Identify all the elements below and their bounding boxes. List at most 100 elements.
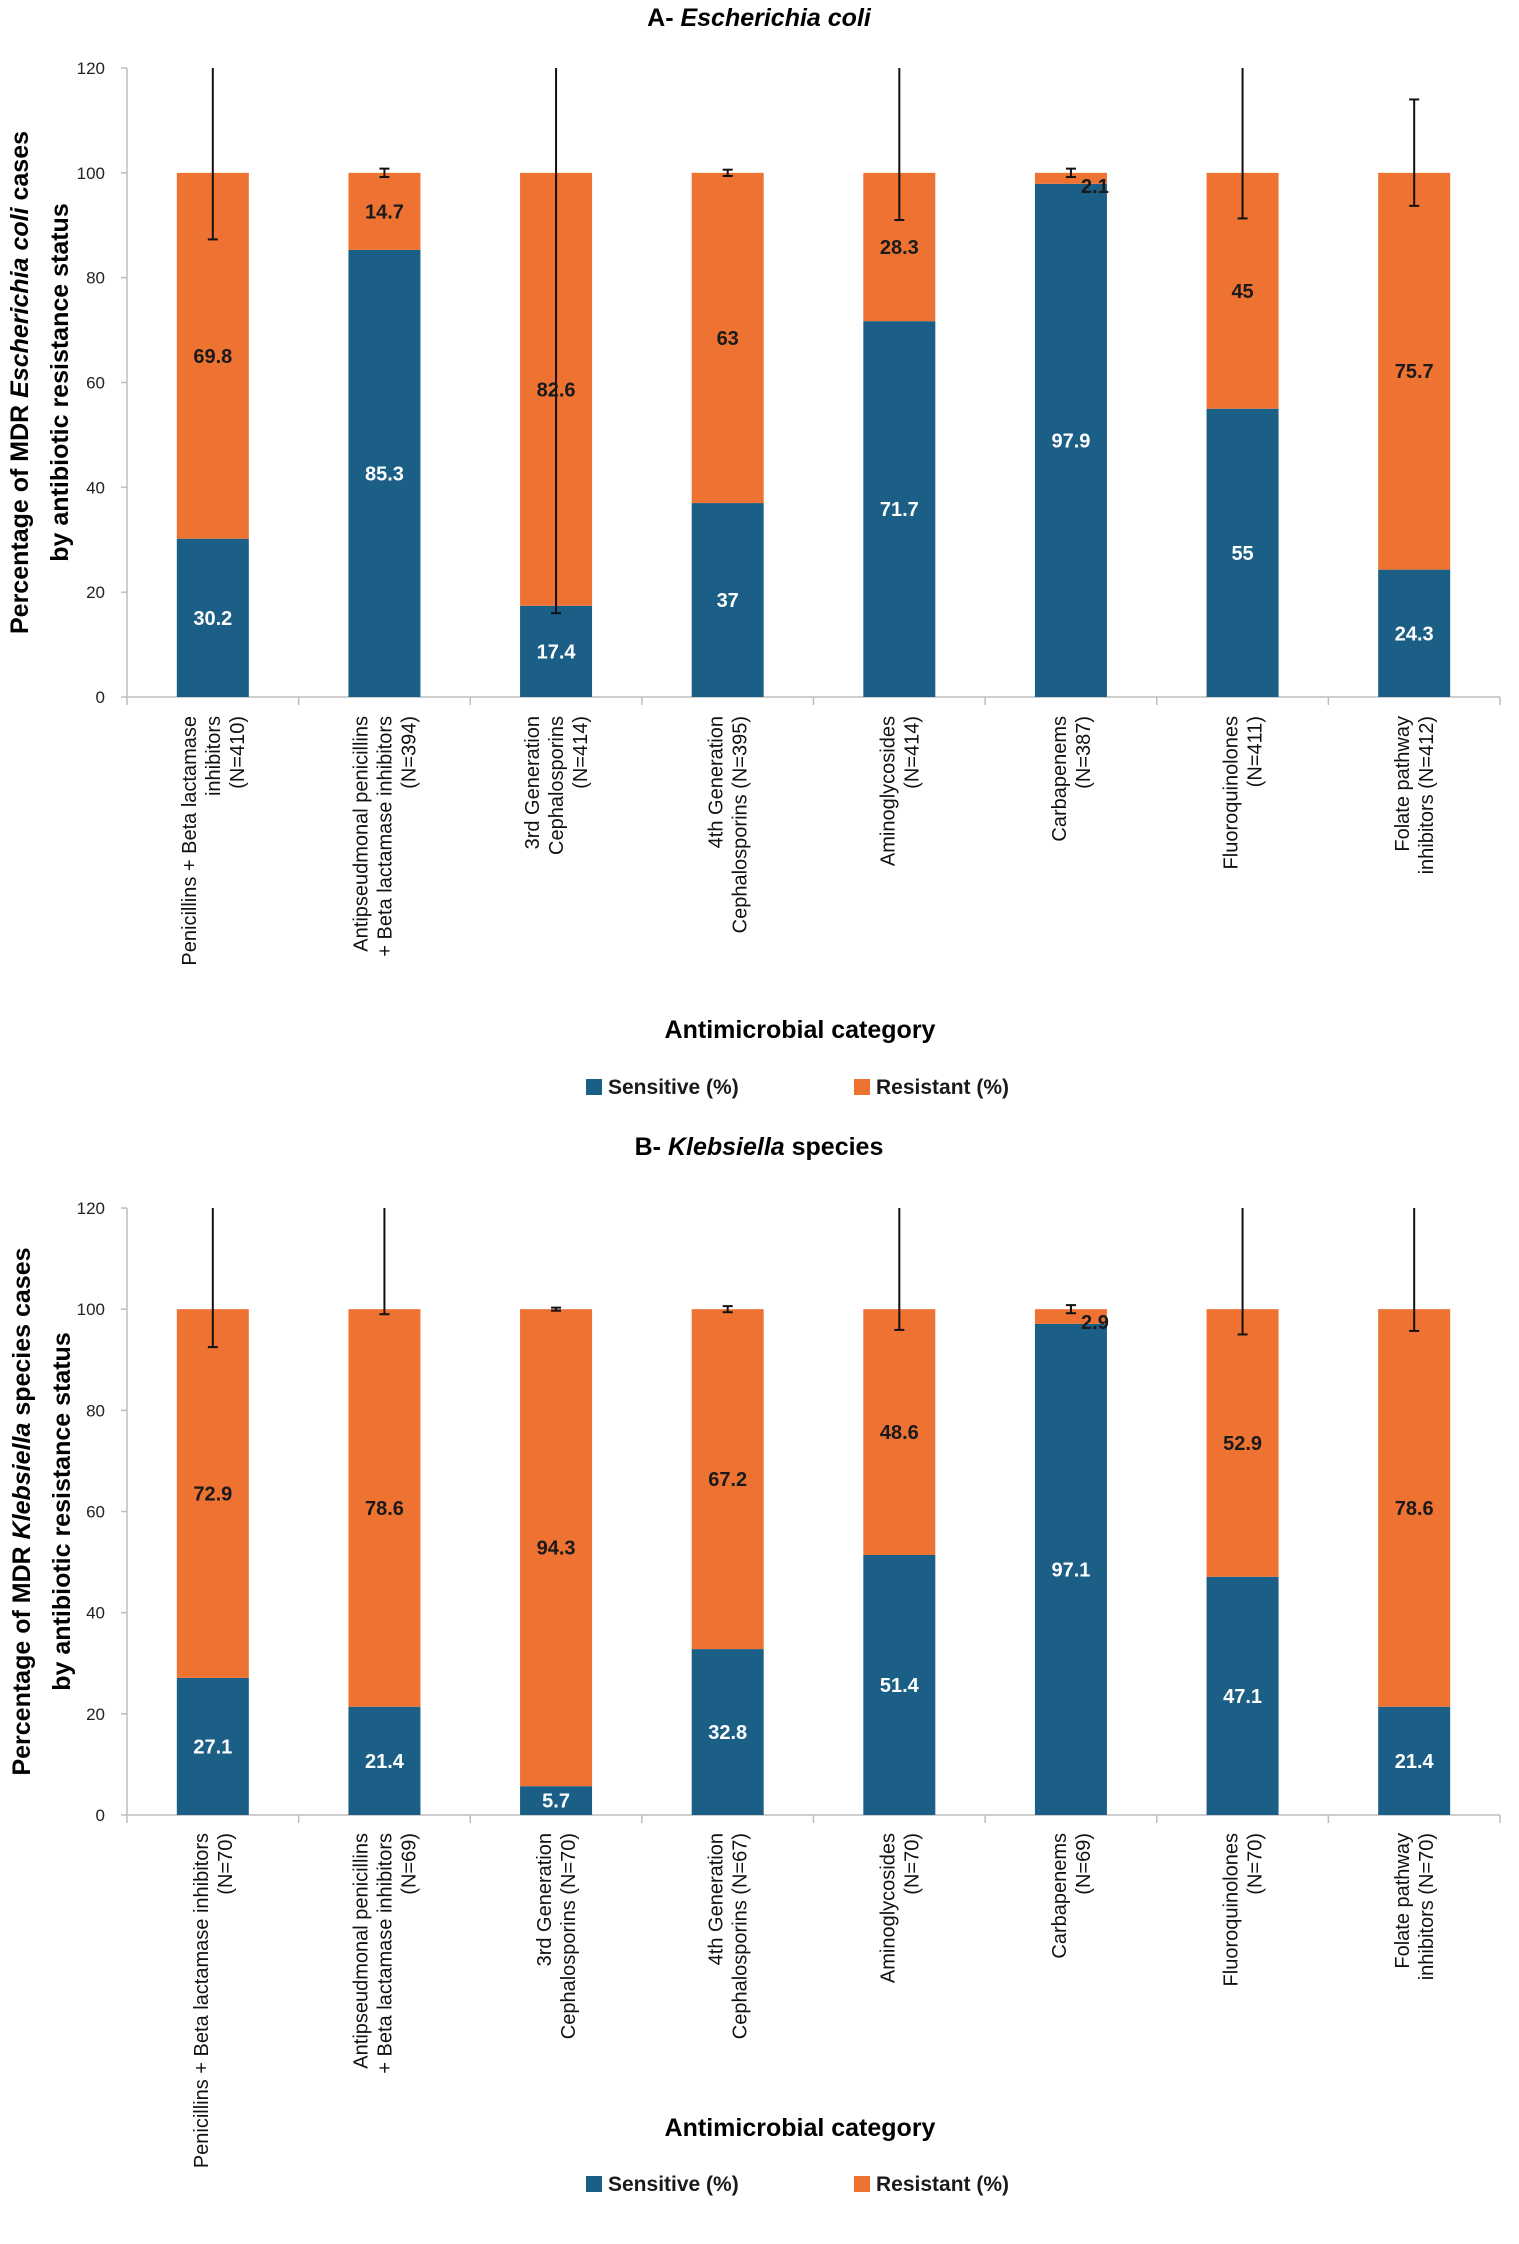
panel-b-category-line: Fluoroquinolones [1221,1833,1243,1986]
panel-a-legend-swatch-sensitive [586,1079,602,1095]
panel-a-label-sensitive-7: 55 [1231,543,1253,565]
panel-a-bar-resistant-2 [348,172,421,250]
panel-b-label-sensitive-8: 21.4 [1395,1751,1435,1773]
panel-b-label-sensitive-2: 21.4 [365,1751,405,1773]
panel-a-bar-resistant-8 [1378,172,1451,570]
panel-a-category-line: Folate pathway [1392,716,1414,852]
panel-a-category-line: Aminoglycosides [877,716,899,866]
panel-b-category-line: inhibitors (N=70) [1416,1833,1438,1980]
panel-a-label-resistant-7: 45 [1231,281,1253,303]
panel-b-category-label-2: Antipseudmonal penicillins + Beta lactama… [350,1833,420,2074]
panel-a-category-line: Cephalosporins (N=395) [730,716,752,933]
panel-b-label-sensitive-3: 5.7 [542,1791,570,1813]
panel-a-title: A- Escherichia coli [647,4,872,32]
panel-b-bar-resistant-3 [520,1309,593,1787]
panel-b-bar-sensitive-3 [520,1786,593,1815]
panel-b-category-label-4: 4th Generation Cephalosporins (N=67) [706,1833,752,2039]
panel-a-category-line: 3rd Generation [522,716,544,849]
panel-b-category-line: 4th Generation [706,1833,728,1965]
panel-b-bar-resistant-4 [691,1309,764,1650]
panel-b-category-label-6: Carbapenems (N=69) [1049,1833,1095,1959]
panel-b-category-label-7: Fluoroquinolones (N=70) [1221,1833,1267,1986]
panel-a-label-sensitive-8: 24.3 [1395,623,1434,645]
panel-a-category-line: (N=394) [398,716,420,789]
panel-b-label-sensitive-1: 27.1 [193,1736,232,1758]
panel-b-bar-resistant-7 [1206,1309,1279,1577]
panel-a-category-line: + Beta lactamase inhibitors [374,716,396,957]
panel-a-category-line: Cephalosporins [546,716,568,855]
panel-a-ytick-label: 0 [96,688,105,707]
panel-a-bar-resistant-6 [1034,172,1107,184]
panel-b-label-resistant-6: 2.9 [1081,1312,1109,1334]
panel-b-category-line: 3rd Generation [534,1833,556,1966]
panel-a-category-line: Carbapenems [1049,716,1071,842]
panel-a-category-line: Antipseudmonal penicillins [350,716,372,952]
panel-b-label-resistant-3: 94.3 [537,1538,576,1560]
panel-b-bar-sensitive-8 [1378,1706,1451,1815]
panel-b-category-line: Cephalosporins (N=70) [558,1833,580,2039]
panel-b-category-line: (N=70) [1245,1833,1267,1895]
panel-a-ylabel-line2: by antibiotic resistance status [46,203,74,561]
chart-panel-a: A- Escherichia coli Percentage of MDR Esc… [6,4,1501,1099]
panel-b-bar-sensitive-6 [1034,1323,1107,1815]
panel-b-category-label-5: Aminoglycosides (N=70) [877,1833,923,1983]
panel-a-label-sensitive-3: 17.4 [537,641,577,663]
panel-a-category-line: Fluoroquinolones [1221,716,1243,869]
panel-b-label-sensitive-6: 97.1 [1051,1559,1090,1581]
panel-b-label-sensitive-5: 51.4 [880,1675,920,1697]
panel-a-ytick-label: 80 [86,269,105,288]
panel-a-legend-swatch-resistant [854,1079,870,1095]
panel-a-bar-sensitive-4 [691,503,764,697]
panel-b-bar-sensitive-1 [176,1677,249,1815]
panel-b-category-line: Aminoglycosides [877,1833,899,1983]
panel-a-category-line: (N=414) [901,716,923,789]
panel-a-bar-sensitive-7 [1206,408,1279,697]
panel-a-label-sensitive-6: 97.9 [1051,430,1090,452]
panel-a-legend-label-resistant: Resistant (%) [876,1076,1009,1099]
panel-b-bar-sensitive-7 [1206,1576,1279,1815]
panel-b-category-line: (N=69) [398,1833,420,1895]
panel-a-label-resistant-8: 75.7 [1395,361,1434,383]
panel-b-bar-resistant-6 [1034,1309,1107,1324]
panel-a-label-sensitive-5: 71.7 [880,499,919,521]
panel-b-label-resistant-4: 67.2 [708,1469,747,1491]
panel-a-category-line: (N=387) [1073,716,1095,789]
panel-b-category-line: Cephalosporins (N=67) [730,1833,752,2039]
panel-a-bar-sensitive-8 [1378,569,1451,697]
panel-a-label-sensitive-1: 30.2 [193,608,232,630]
panel-b-bar-sensitive-5 [863,1555,936,1815]
panel-b-legend-label-resistant: Resistant (%) [876,2173,1009,2196]
panel-b-bar-resistant-2 [348,1309,421,1707]
panel-a-bar-sensitive-5 [863,321,936,697]
panel-b-category-line: (N=69) [1073,1833,1095,1895]
panel-a-category-label-8: Folate pathway inhibitors (N=412) [1392,716,1438,874]
panel-a-category-label-3: 3rd Generation Cephalosporins (N=414) [522,716,592,855]
panel-b-label-sensitive-7: 47.1 [1223,1686,1262,1708]
panel-b-category-line: Antipseudmonal penicillins [350,1833,372,2069]
panel-a-label-resistant-1: 69.8 [193,346,232,368]
panel-b-category-line: Carbapenems [1049,1833,1071,1959]
panel-a-category-label-6: Carbapenems (N=387) [1049,716,1095,842]
panel-b-legend-swatch-sensitive [586,2176,602,2192]
panel-b-label-resistant-5: 48.6 [880,1422,919,1444]
panel-b-ytick-label: 60 [86,1503,105,1522]
panel-b-category-line: Folate pathway [1392,1833,1414,1969]
panel-b-category-line: (N=70) [215,1833,237,1895]
panel-b-legend-label-sensitive: Sensitive (%) [608,2173,739,2196]
panel-b-label-sensitive-4: 32.8 [708,1722,747,1744]
panel-a-category-line: inhibitors (N=412) [1416,716,1438,874]
panel-b-bar-sensitive-4 [691,1649,764,1815]
panel-b-category-line: + Beta lactamase inhibitors [374,1833,396,2074]
panel-a-bar-resistant-4 [691,172,764,504]
panel-a-category-label-4: 4th Generation Cephalosporins (N=395) [706,716,752,933]
panel-b-label-resistant-7: 52.9 [1223,1433,1262,1455]
panel-a-category-line: (N=414) [570,716,592,789]
panel-b-ytick-label: 120 [77,1199,105,1218]
panel-a-label-sensitive-2: 85.3 [365,463,404,485]
panel-b-category-line: Penicillins + Beta lactamase inhibitors [191,1833,213,2168]
panel-a-category-line: (N=411) [1245,716,1267,787]
panel-b-ylabel-line1: Percentage of MDR Klebsiella species cas… [8,1247,36,1775]
panel-b-ytick-label: 100 [77,1300,105,1319]
panel-a-xlabel: Antimicrobial category [665,1016,936,1044]
panel-a-bar-sensitive-6 [1034,183,1107,698]
